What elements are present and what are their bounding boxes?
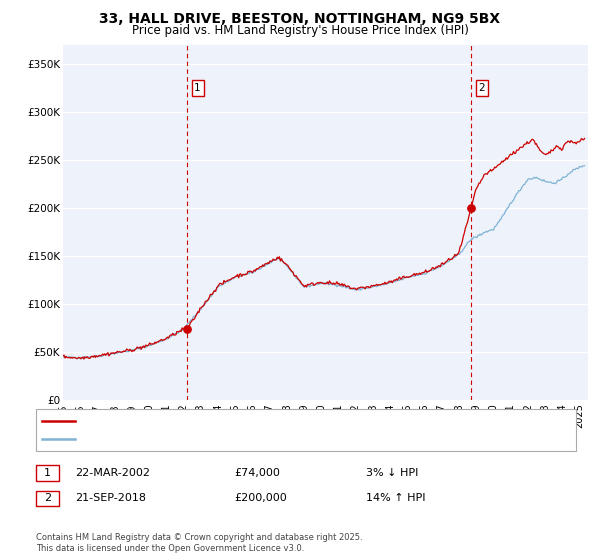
Text: 3% ↓ HPI: 3% ↓ HPI [366, 468, 418, 478]
Text: 1: 1 [194, 83, 201, 93]
Point [466, 204, 476, 213]
Text: Price paid vs. HM Land Registry's House Price Index (HPI): Price paid vs. HM Land Registry's House … [131, 24, 469, 36]
Text: 14% ↑ HPI: 14% ↑ HPI [366, 493, 425, 503]
Text: 22-MAR-2002: 22-MAR-2002 [75, 468, 150, 478]
Text: HPI: Average price, semi-detached house, Broxtowe: HPI: Average price, semi-detached house,… [81, 434, 334, 444]
Text: 33, HALL DRIVE, BEESTON, NOTTINGHAM, NG9 5BX: 33, HALL DRIVE, BEESTON, NOTTINGHAM, NG9… [100, 12, 500, 26]
Text: 21-SEP-2018: 21-SEP-2018 [75, 493, 146, 503]
Text: £200,000: £200,000 [234, 493, 287, 503]
Text: £74,000: £74,000 [234, 468, 280, 478]
Text: 33, HALL DRIVE, BEESTON, NOTTINGHAM, NG9 5BX (semi-detached house): 33, HALL DRIVE, BEESTON, NOTTINGHAM, NG9… [81, 416, 449, 426]
Text: 2: 2 [478, 83, 485, 93]
Text: 1: 1 [44, 468, 51, 478]
Text: 2: 2 [44, 493, 51, 503]
Text: Contains HM Land Registry data © Crown copyright and database right 2025.
This d: Contains HM Land Registry data © Crown c… [36, 533, 362, 553]
Point [182, 325, 192, 334]
